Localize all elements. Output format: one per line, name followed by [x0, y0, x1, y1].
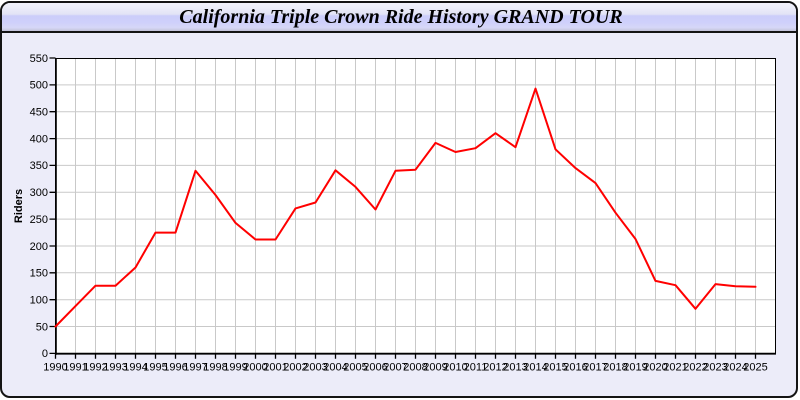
svg-text:2010: 2010	[443, 362, 467, 374]
svg-text:Riders: Riders	[13, 189, 25, 223]
svg-text:1995: 1995	[143, 362, 167, 374]
svg-text:200: 200	[30, 241, 48, 253]
svg-text:2012: 2012	[483, 362, 507, 374]
svg-text:100: 100	[30, 295, 48, 307]
svg-text:2021: 2021	[663, 362, 687, 374]
svg-text:450: 450	[30, 107, 48, 119]
svg-text:2013: 2013	[503, 362, 527, 374]
svg-text:2014: 2014	[523, 362, 547, 374]
svg-text:1992: 1992	[83, 362, 107, 374]
svg-text:1997: 1997	[183, 362, 207, 374]
svg-text:1990: 1990	[43, 362, 67, 374]
svg-text:2017: 2017	[583, 362, 607, 374]
svg-text:250: 250	[30, 214, 48, 226]
svg-text:2024: 2024	[723, 362, 747, 374]
svg-text:2015: 2015	[543, 362, 567, 374]
svg-text:2020: 2020	[643, 362, 667, 374]
svg-text:2025: 2025	[743, 362, 767, 374]
svg-text:2006: 2006	[363, 362, 387, 374]
svg-text:550: 550	[30, 53, 48, 65]
svg-text:2005: 2005	[343, 362, 367, 374]
svg-text:2000: 2000	[243, 362, 267, 374]
svg-text:2016: 2016	[563, 362, 587, 374]
svg-text:2007: 2007	[383, 362, 407, 374]
svg-text:2003: 2003	[303, 362, 327, 374]
svg-text:1993: 1993	[103, 362, 127, 374]
svg-text:1994: 1994	[123, 362, 147, 374]
svg-text:2022: 2022	[683, 362, 707, 374]
svg-text:1999: 1999	[223, 362, 247, 374]
svg-text:2002: 2002	[283, 362, 307, 374]
svg-text:2008: 2008	[403, 362, 427, 374]
svg-text:2023: 2023	[703, 362, 727, 374]
svg-text:50: 50	[36, 321, 48, 333]
svg-text:350: 350	[30, 160, 48, 172]
svg-text:150: 150	[30, 268, 48, 280]
svg-text:1998: 1998	[203, 362, 227, 374]
svg-text:500: 500	[30, 80, 48, 92]
svg-text:2009: 2009	[423, 362, 447, 374]
svg-text:0: 0	[42, 348, 48, 360]
svg-text:1991: 1991	[63, 362, 87, 374]
svg-text:1996: 1996	[163, 362, 187, 374]
svg-text:400: 400	[30, 133, 48, 145]
svg-text:2004: 2004	[323, 362, 347, 374]
svg-text:2011: 2011	[464, 362, 488, 374]
svg-text:300: 300	[30, 187, 48, 199]
svg-text:2001: 2001	[263, 362, 287, 374]
svg-text:2018: 2018	[603, 362, 627, 374]
svg-text:2019: 2019	[623, 362, 647, 374]
